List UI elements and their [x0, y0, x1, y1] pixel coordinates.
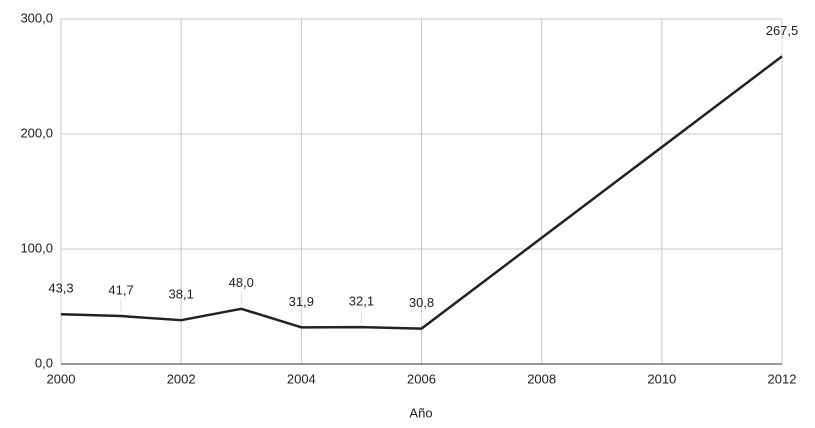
data-label: 43,3: [48, 281, 73, 296]
data-label: 267,5: [766, 23, 799, 38]
data-label: 30,8: [409, 295, 434, 310]
x-tick-label: 2006: [407, 371, 436, 386]
data-label: 48,0: [229, 275, 254, 290]
y-tick-label: 300,0: [20, 10, 53, 25]
data-label: 38,1: [169, 287, 194, 302]
x-axis-label: Año: [409, 405, 432, 420]
data-label: 32,1: [349, 294, 374, 309]
x-tick-label: 2012: [768, 371, 797, 386]
x-tick-label: 2002: [167, 371, 196, 386]
y-tick-label: 200,0: [20, 125, 53, 140]
x-tick-label: 2000: [47, 371, 76, 386]
y-tick-label: 100,0: [20, 240, 53, 255]
y-tick-label: 0,0: [35, 355, 53, 370]
data-label: 41,7: [108, 282, 133, 297]
x-tick-label: 2008: [527, 371, 556, 386]
x-tick-label: 2004: [287, 371, 316, 386]
x-tick-label: 2010: [647, 371, 676, 386]
data-label: 31,9: [289, 294, 314, 309]
line: [60, 55, 783, 330]
